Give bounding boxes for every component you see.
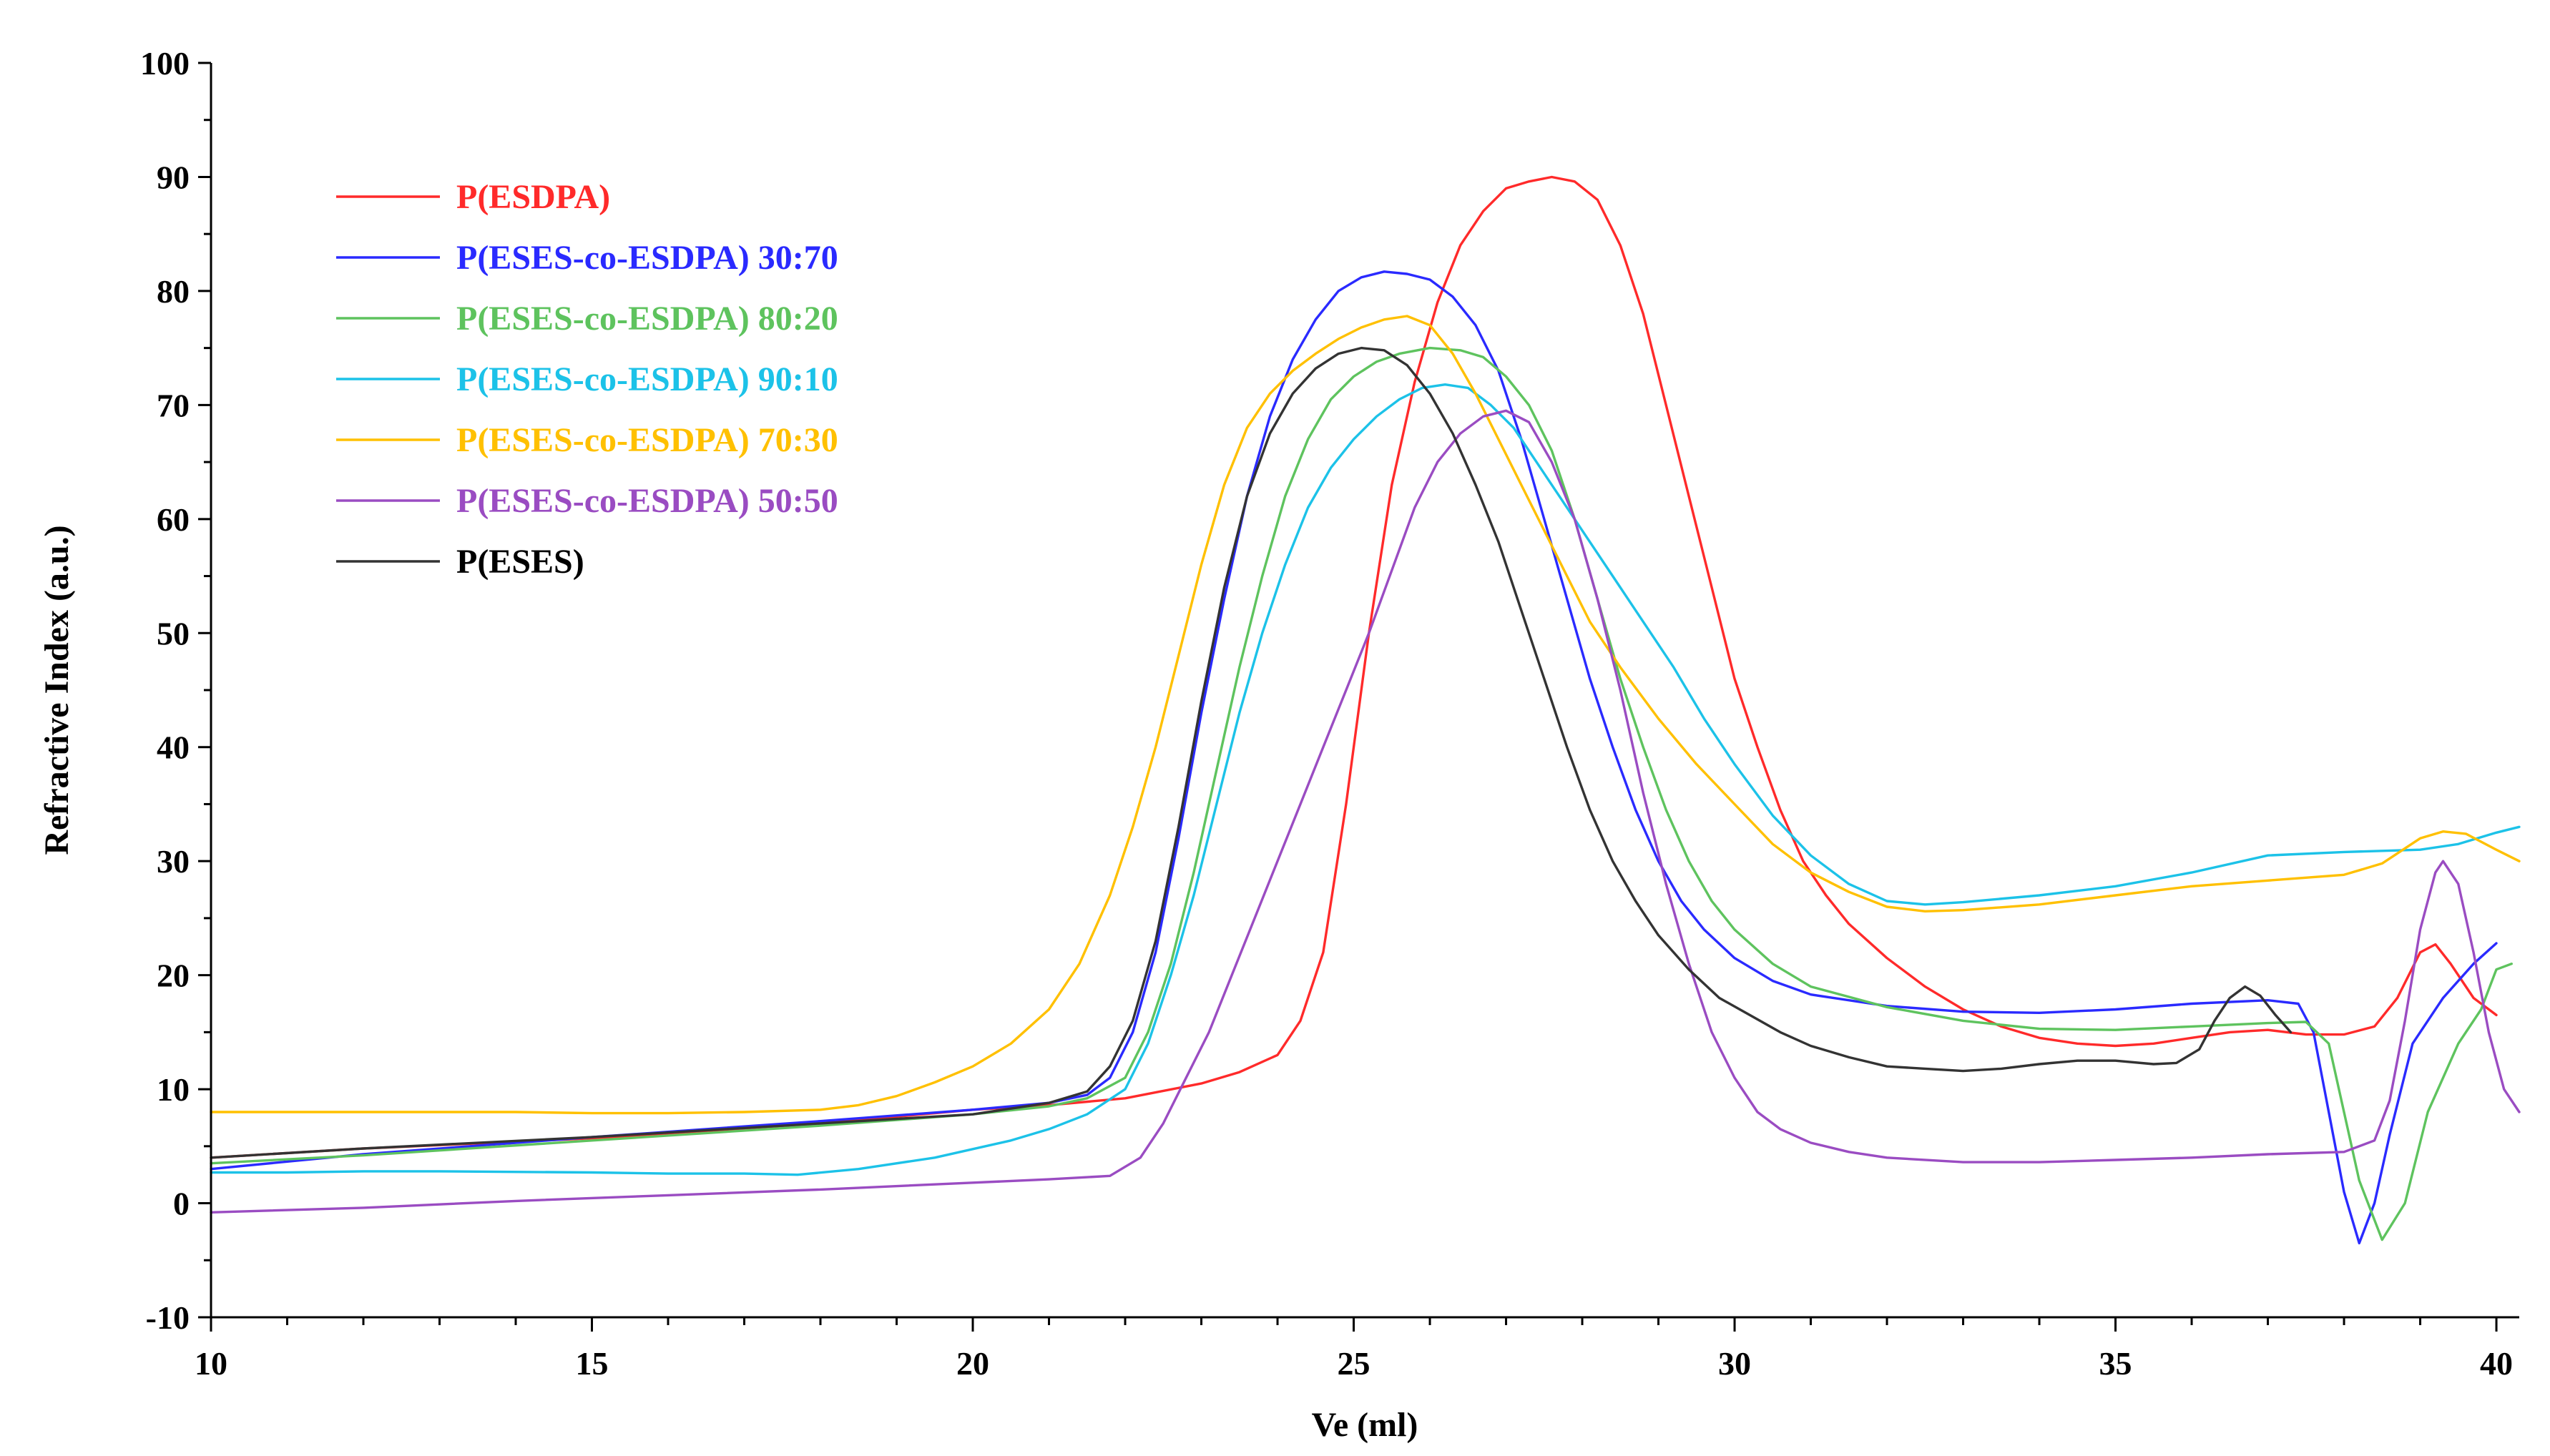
y-tick-label: 70 [157,387,190,423]
y-axis-title: Refractive Index (a.u.) [38,525,76,855]
y-tick-label: 60 [157,501,190,538]
legend-label: P(ESES-co-ESDPA) 90:10 [456,360,838,398]
x-tick-label: 15 [576,1345,609,1382]
x-axis-title: Ve (ml) [1312,1406,1418,1444]
x-tick-label: 30 [1718,1345,1751,1382]
legend-label: P(ESES) [456,543,584,581]
series-line-7 [210,346,2292,1159]
y-tick-label: 0 [173,1186,190,1222]
y-tick-label: 20 [157,958,190,994]
legend-label: P(ESES-co-ESDPA) 30:70 [456,239,838,277]
y-tick-label: 50 [157,615,190,651]
series-line-2 [210,270,2498,1245]
y-tick-label: 100 [140,45,190,82]
y-tick-label: 80 [157,273,190,310]
y-tick-label: 30 [157,843,190,880]
x-tick-label: 20 [956,1345,989,1382]
y-tick-label: 90 [157,159,190,195]
y-tick-label: 10 [157,1071,190,1108]
ticks-layer: -10 0 10 20 30 40 50 60 70 80 90 100 10 15 20 25 30 35 40 [140,45,2513,1382]
series-line-4 [210,383,2521,1176]
legend-label: P(ESES-co-ESDPA) 70:30 [456,421,838,459]
legend-label: P(ESES-co-ESDPA) 50:50 [456,482,838,520]
x-tick-label: 40 [2480,1345,2513,1382]
x-tick-label: 35 [2099,1345,2132,1382]
y-tick-label: -10 [146,1299,190,1336]
series-layer [210,175,2521,1245]
series-line-6 [210,409,2521,1214]
x-tick-label: 25 [1338,1345,1370,1382]
legend-label: P(ESES-co-ESDPA) 80:20 [456,300,838,338]
legend: P(ESDPA) P(ESES-co-ESDPA) 30:70 P(ESES-co-… [336,178,838,581]
y-tick-label: 40 [157,729,190,766]
legend-label: P(ESDPA) [456,178,610,216]
x-tick-label: 10 [195,1345,227,1382]
series-line-1 [210,175,2498,1159]
series-line-5 [210,315,2521,1115]
